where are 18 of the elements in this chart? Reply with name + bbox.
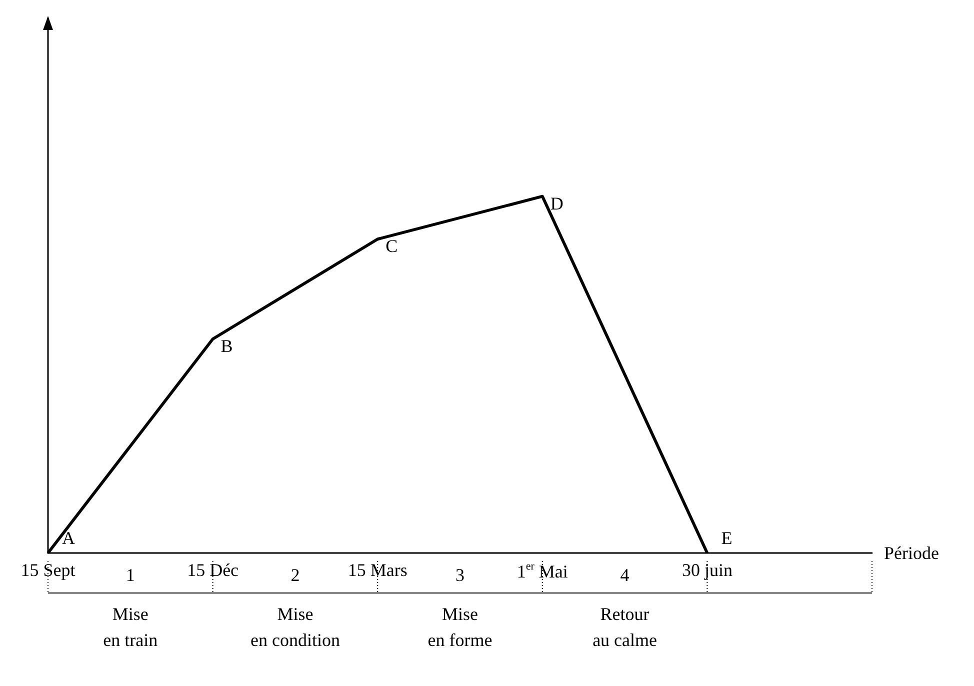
annotation: C xyxy=(386,236,398,256)
x-tick-label: 15 Mars xyxy=(348,560,408,580)
x-tick-label: 30 juin xyxy=(682,560,732,580)
annotation: A xyxy=(62,528,75,548)
text: Mise en train xyxy=(103,604,158,650)
text: 4 xyxy=(620,565,630,585)
annotation: B xyxy=(220,336,233,356)
x-tick-label: 15 Sept xyxy=(20,560,76,580)
x-tick-label: 15 Déc xyxy=(187,560,239,580)
text: 2 xyxy=(290,565,300,585)
text: Mise en condition xyxy=(250,604,340,650)
text: Retour au calme xyxy=(592,604,658,650)
text: 1 xyxy=(126,565,135,585)
text: Mise en forme xyxy=(428,604,492,650)
annotation: E xyxy=(721,528,732,548)
x-axis-title: Période xyxy=(884,543,939,563)
annotation: D xyxy=(550,193,564,214)
text: 3 xyxy=(456,565,464,585)
